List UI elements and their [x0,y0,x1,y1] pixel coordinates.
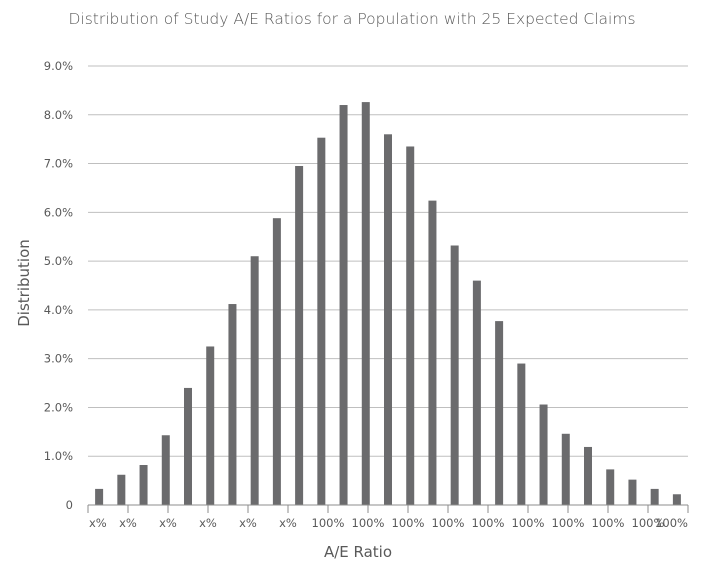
y-tick-label: 3.0% [44,352,73,366]
bar [584,446,592,505]
bars [95,102,681,506]
bar [428,200,437,506]
bar [95,488,104,505]
y-axis-tick-labels: 0 1.0% 2.0% 3.0% 4.0% 5.0% 6.0% 7.0% 8.0% 9.0% [44,59,73,512]
y-tick-label: 7.0% [44,157,73,171]
x-axis-tick-labels: x% x% x% x% x% x% 100% 100% 100% 100% 100% 100% 100%… [87,505,689,530]
bar [561,433,570,505]
x-tick-label: 100% [632,516,665,530]
bar [384,134,392,506]
x-tick-label: 100% [512,516,545,530]
bar [450,245,459,505]
x-tick-label: x% [279,516,297,530]
bar [161,435,170,505]
bar [184,387,192,505]
bar [139,465,148,505]
x-tick-label: 100% [392,516,425,530]
x-tick-label: 100% [592,516,625,530]
y-axis-title: Distribution [15,239,33,327]
bar [672,494,681,505]
x-tick-label: x% [199,516,217,530]
y-tick-label: 5.0% [44,254,73,268]
bar [517,363,526,505]
y-tick-label: 1.0% [44,449,73,463]
y-tick-label: 4.0% [44,303,73,317]
y-tick-label: 9.0% [44,59,73,73]
chart-title: Distribution of Study A/E Ratios for a P… [68,10,636,28]
bar [117,474,126,505]
bar [317,137,326,505]
x-tick-label: 100% [655,516,688,530]
x-tick-label: x% [119,516,137,530]
x-tick-label: x% [159,516,177,530]
bar [650,488,659,505]
bar [339,105,348,506]
y-tick-label: 2.0% [44,400,73,414]
bar [250,256,259,505]
y-tick-label: 6.0% [44,205,73,219]
bar [472,280,481,505]
x-tick-label: 100% [472,516,505,530]
bar [606,469,615,505]
y-tick-label: 0 [66,498,73,512]
x-tick-label: 100% [552,516,585,530]
bar [539,404,548,505]
bar [228,304,237,505]
x-tick-label: x% [239,516,257,530]
bar [361,102,370,506]
bar [628,479,637,505]
x-tick-label: 100% [432,516,465,530]
x-tick-label: 100% [352,516,385,530]
bar [495,321,504,505]
x-tick-label: 100% [312,516,345,530]
bar [406,146,415,505]
x-axis-title: A/E Ratio [324,543,392,561]
bar [272,218,281,506]
y-tick-label: 8.0% [44,108,73,122]
bar [295,165,304,505]
bar [206,346,215,505]
x-tick-label: x% [89,516,107,530]
